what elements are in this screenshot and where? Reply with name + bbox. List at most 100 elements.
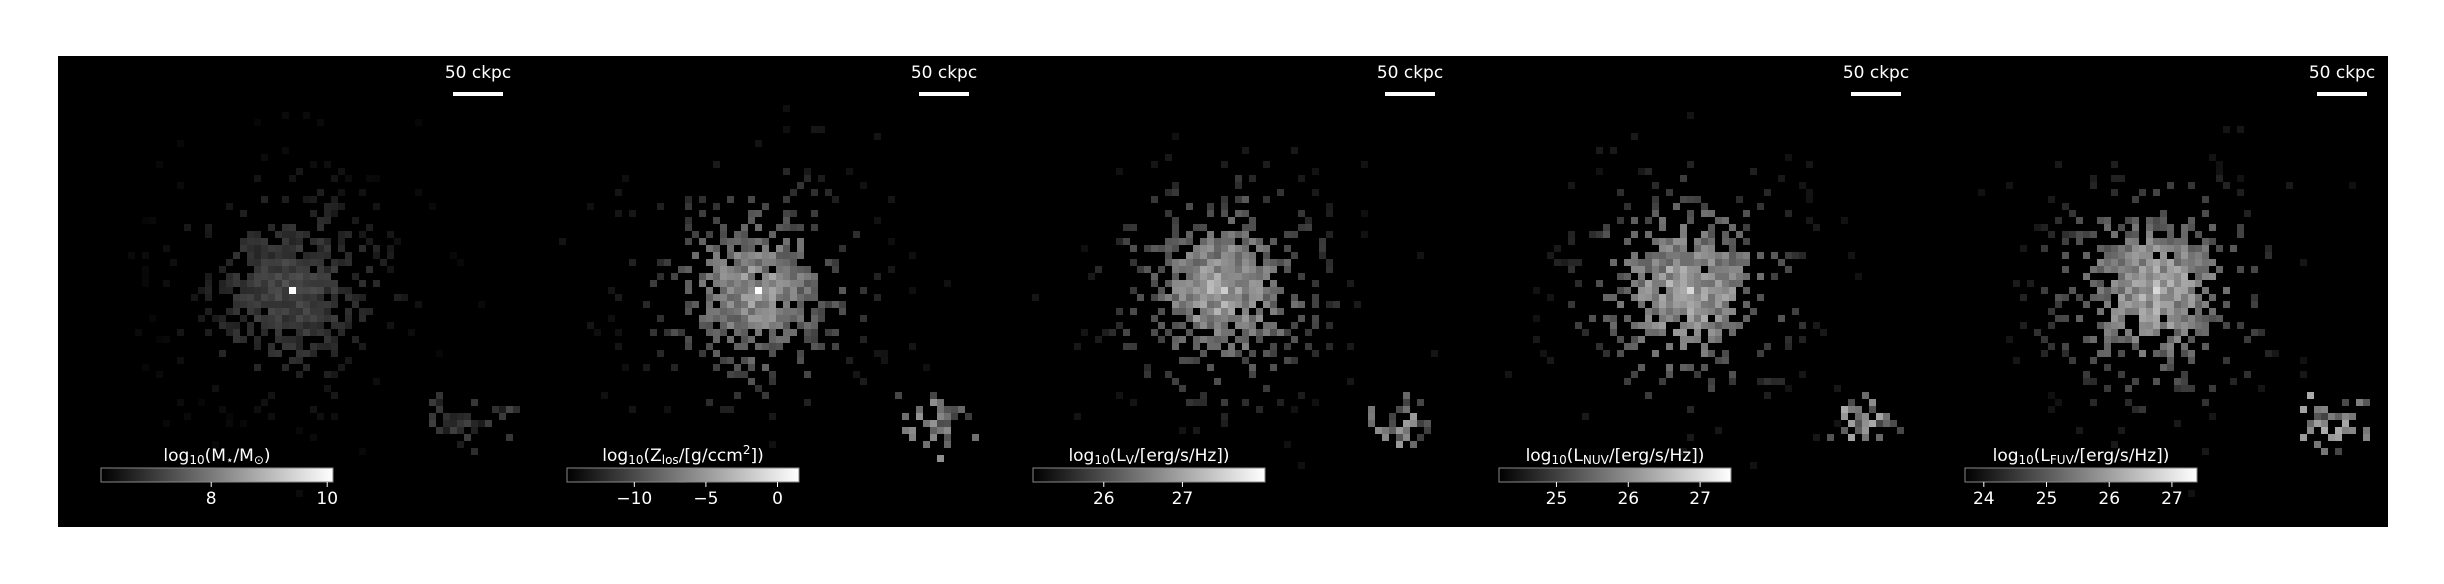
pixel [2146,224,2153,231]
pixel [387,245,394,252]
pixel [366,175,373,182]
pixel [233,294,240,301]
pixel [310,315,317,322]
pixel [2181,315,2188,322]
pixel [1687,322,1694,329]
pixel [909,427,916,434]
pixel [1235,301,1242,308]
pixel [268,266,275,273]
pixel [1144,364,1151,371]
pixel [387,252,394,259]
pixel [324,343,331,350]
pixel [268,245,275,252]
pixel [811,287,818,294]
pixel [1242,224,1249,231]
pixel [352,294,359,301]
pixel [2209,273,2216,280]
pixel [2013,357,2020,364]
pixel [1687,210,1694,217]
scale-bar [2317,92,2367,96]
pixel [1319,238,1326,245]
colorbar-tick-label: 25 [1546,489,1568,509]
pixel [233,301,240,308]
pixel [1214,308,1221,315]
pixel [727,301,734,308]
pixel [1673,203,1680,210]
pixel [1172,280,1179,287]
pixel [345,322,352,329]
pixel [755,259,762,266]
pixel [233,280,240,287]
pixel [685,203,692,210]
pixel [1757,378,1764,385]
pixel [713,203,720,210]
pixel [790,210,797,217]
pixel [247,280,254,287]
pixel [797,245,804,252]
pixel [1778,259,1785,266]
pixel [615,343,622,350]
pixel [2174,336,2181,343]
pixel [2265,245,2272,252]
pixel [1172,189,1179,196]
pixel [1242,294,1249,301]
pixel [1652,329,1659,336]
pixel [226,420,233,427]
pixel [1284,441,1291,448]
pixel [1638,168,1645,175]
pixel [1645,231,1652,238]
pixel [1659,301,1666,308]
pixel [1722,357,1729,364]
pixel [706,231,713,238]
pixel [331,294,338,301]
pixel [331,322,338,329]
pixel [720,329,727,336]
pixel [832,329,839,336]
pixel [317,308,324,315]
pixel [1610,329,1617,336]
pixel [2342,399,2349,406]
pixel [1729,322,1736,329]
pixel [1221,413,1228,420]
scale-label: 50 ckpc [445,63,511,83]
pixel [2153,273,2160,280]
pixel [1242,238,1249,245]
pixel [2195,259,2202,266]
pixel [1277,329,1284,336]
pixel [2349,413,2356,420]
pixel [2090,399,2097,406]
pixel [1666,238,1673,245]
pixel [860,336,867,343]
pixel [2363,427,2370,434]
pixel [1207,308,1214,315]
pixel [2237,266,2244,273]
pixel [692,231,699,238]
pixel [1158,245,1165,252]
pixel [261,399,268,406]
pixel [240,245,247,252]
pixel [1249,175,1256,182]
pixel [608,315,615,322]
pixel [1631,266,1638,273]
pixel [2216,175,2223,182]
pixel [1736,322,1743,329]
pixel [1214,266,1221,273]
pixel [1305,217,1312,224]
pixel [1312,189,1319,196]
pixel [331,413,338,420]
pixel [2111,336,2118,343]
pixel [1214,280,1221,287]
pixel [2153,315,2160,322]
pixel [296,168,303,175]
pixel [2069,210,2076,217]
pixel [1221,259,1228,266]
pixel [741,280,748,287]
pixel [1708,329,1715,336]
pixel [261,154,268,161]
pixel [1694,329,1701,336]
pixel [832,266,839,273]
pixel [247,231,254,238]
pixel [2174,294,2181,301]
pixel [1186,203,1193,210]
pixel [1624,238,1631,245]
